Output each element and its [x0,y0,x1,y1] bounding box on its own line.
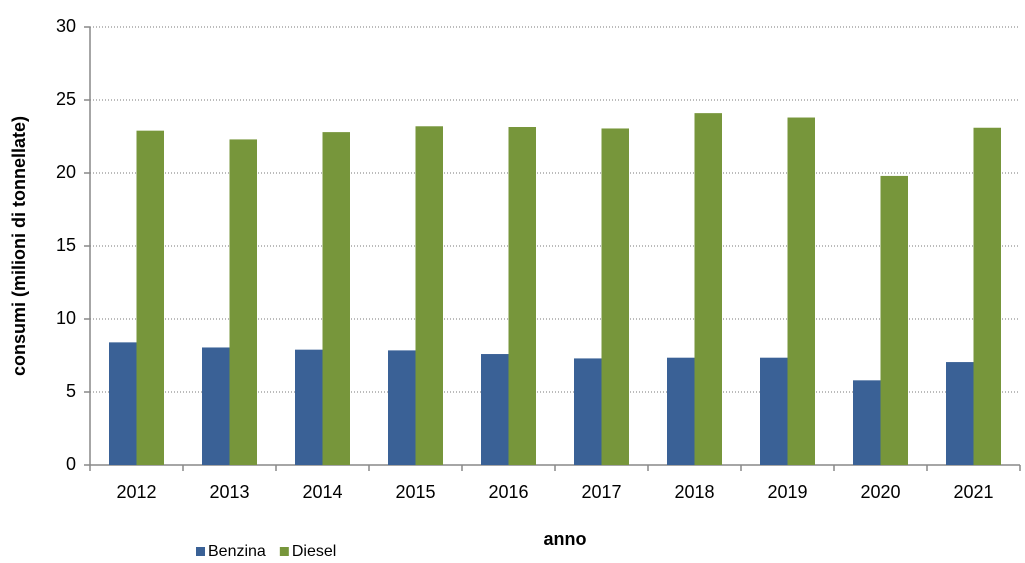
x-tick-label: 2021 [953,482,993,502]
y-tick-label: 25 [56,89,76,109]
y-axis-label: consumi (milioni di tonnellate) [9,116,29,376]
bar [880,175,908,466]
x-tick-label: 2017 [581,482,621,502]
legend-label: Diesel [292,543,336,560]
legend-swatch [196,547,205,556]
bar [574,358,602,465]
bar [667,357,695,465]
bar [322,132,350,465]
bar [601,128,629,465]
y-tick-label: 10 [56,308,76,328]
x-tick-label: 2019 [767,482,807,502]
y-tick-label: 15 [56,235,76,255]
bar [508,127,536,465]
x-axis-label: anno [544,529,587,549]
x-tick-label: 2015 [395,482,435,502]
x-tick-label: 2016 [488,482,528,502]
y-tick-label: 0 [66,454,76,474]
bar [787,117,815,466]
bar [136,130,164,465]
x-tick-label: 2012 [116,482,156,502]
legend-swatch [279,547,289,556]
bar [853,380,881,465]
bar [946,362,974,465]
bar [481,354,509,465]
bar [694,113,722,465]
y-tick-label: 20 [56,162,76,182]
x-tick-label: 2014 [302,482,342,502]
y-tick-label: 5 [66,381,76,401]
x-tick-label: 2013 [209,482,249,502]
x-tick-label: 2020 [860,482,900,502]
bar [229,139,257,466]
bar [388,350,416,465]
legend-label: Benzina [208,543,266,560]
x-tick-label: 2018 [674,482,714,502]
bar [109,342,137,465]
y-tick-label: 30 [56,16,76,36]
bar [202,347,230,465]
bar [973,127,1001,466]
bar [760,357,788,465]
bar [295,349,323,465]
bar [415,126,443,465]
